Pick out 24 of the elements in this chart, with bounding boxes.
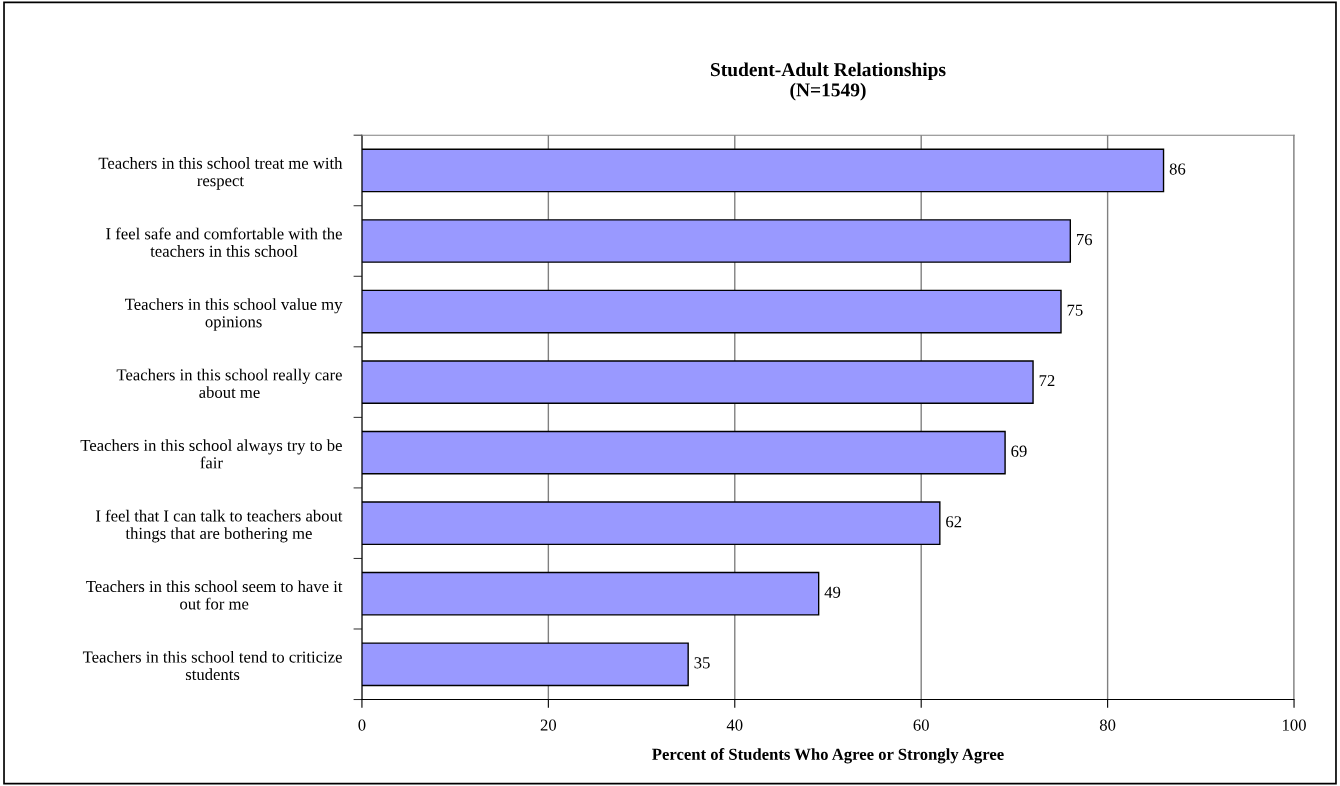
y-tick-label: Teachers in this school treat me with respect [98, 157, 343, 190]
x-tick-label: 60 [913, 719, 929, 731]
data-label: 76 [1076, 233, 1093, 246]
y-tick-label: I feel safe and comfortable with the teachers in this school [106, 227, 342, 257]
x-tick-label: 100 [1283, 719, 1306, 731]
data-label: 35 [694, 657, 710, 669]
chart-title: Student-Adult Relationships (N=1549) [710, 62, 946, 101]
y-tick-label: I feel that I can talk to teachers about things that are bothering me [95, 509, 343, 543]
y-tick-label: Teachers in this school tend to criticize students [82, 650, 342, 681]
data-label: 69 [1011, 445, 1027, 457]
data-label: 72 [1039, 375, 1055, 387]
x-axis-title: Percent of Students Who Agree or Strongly Agree [652, 747, 1004, 764]
x-tick-label: 40 [726, 719, 743, 731]
data-label: 86 [1169, 163, 1186, 175]
data-label: 49 [824, 586, 841, 598]
y-tick-label: Teachers in this school value my opinions [125, 298, 343, 331]
x-tick-label: 80 [1099, 719, 1116, 731]
y-tick-label: Teachers in this school really care about me [116, 368, 342, 398]
y-tick-label: Teachers in this school seem to have it out for me [86, 580, 343, 610]
x-tick-label: 20 [540, 719, 557, 731]
data-label: 62 [946, 516, 962, 528]
data-label: 75 [1067, 304, 1083, 316]
y-tick-label: Teachers in this school always try to be fair [80, 439, 342, 469]
x-tick-label: 0 [358, 719, 366, 731]
